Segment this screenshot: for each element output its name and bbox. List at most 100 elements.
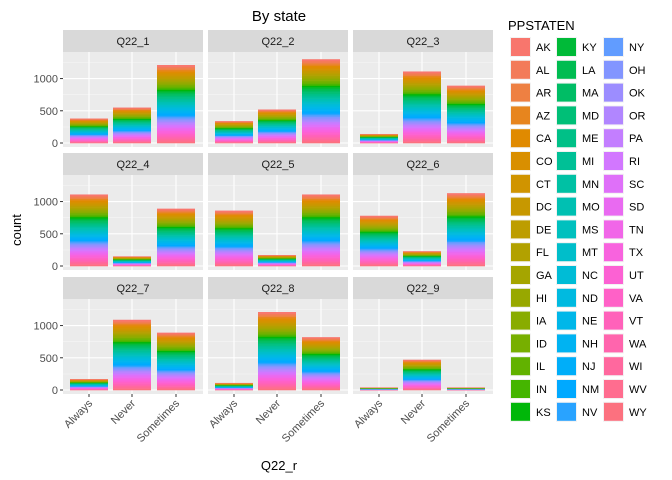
bar-segment	[157, 89, 195, 92]
bar-segment	[403, 367, 441, 369]
bar-segment	[302, 59, 340, 62]
bar-segment	[403, 93, 441, 96]
legend-entry: NY	[603, 37, 645, 57]
legend-label: MD	[582, 110, 599, 122]
bar-segment	[447, 264, 485, 267]
bar-segment	[302, 97, 340, 99]
bar-segment	[215, 238, 253, 241]
bar-segment	[215, 134, 253, 136]
bar-segment	[70, 239, 108, 242]
bar-segment	[70, 137, 108, 139]
bar-segment	[302, 345, 340, 347]
legend-entry: PA	[603, 128, 644, 149]
bar-segment	[157, 248, 195, 250]
bar-segment	[157, 372, 195, 374]
bar-segment	[447, 200, 485, 203]
legend-label: OH	[629, 65, 646, 77]
legend-entry: HI	[510, 287, 547, 308]
legend-entry: UT	[603, 265, 644, 285]
bar-segment	[70, 133, 108, 135]
bar-segment	[70, 140, 108, 142]
bar-segment	[113, 321, 151, 323]
bar-segment	[403, 386, 441, 388]
legend-swatch	[557, 380, 576, 398]
bar-segment	[70, 379, 108, 380]
bar-segment	[157, 74, 195, 77]
legend-swatch	[604, 197, 623, 216]
bar-segment	[215, 127, 253, 129]
legend-swatch	[511, 152, 530, 170]
bar-segment	[70, 118, 108, 120]
legend-entry: IL	[510, 356, 545, 377]
bar-segment	[113, 117, 151, 119]
bar-segment	[447, 134, 485, 136]
legend-label: IN	[536, 384, 547, 396]
bar-segment	[302, 372, 340, 374]
bar-segment	[70, 121, 108, 123]
bar-segment	[157, 218, 195, 221]
bar-segment	[70, 132, 108, 134]
y-tick-label: 500	[40, 229, 58, 241]
bar-segment	[403, 384, 441, 386]
bar-segment	[447, 123, 485, 126]
legend-entry: GA	[510, 265, 553, 285]
bar-segment	[360, 265, 398, 267]
bar-segment	[70, 128, 108, 129]
bar-segment	[403, 79, 441, 82]
bar-segment	[113, 341, 151, 344]
bar-segment	[70, 142, 108, 143]
y-tick-label: 0	[52, 138, 58, 150]
legend-entry: MA	[556, 82, 599, 103]
bar-segment	[302, 138, 340, 141]
bar-segment	[258, 113, 296, 115]
bar-segment	[215, 214, 253, 217]
bar-segment	[258, 118, 296, 119]
bar-segment	[157, 71, 195, 73]
bar-segment	[360, 263, 398, 265]
bar-segment	[447, 131, 485, 134]
bar-segment	[447, 103, 485, 106]
bar-segment	[360, 239, 398, 241]
bar-segment	[302, 123, 340, 126]
legend-label: GA	[536, 270, 553, 282]
bar-segment	[113, 138, 151, 140]
bar-segment	[113, 122, 151, 124]
legend-entry: NE	[556, 310, 597, 331]
bar-segment	[302, 338, 340, 340]
bar-segment	[302, 347, 340, 349]
bar-segment	[157, 264, 195, 267]
bar-segment	[302, 209, 340, 212]
bar-segment	[403, 360, 441, 362]
bar-segment	[360, 218, 398, 220]
y-tick-label: 0	[52, 261, 58, 273]
bar-segment	[157, 347, 195, 349]
bar-segment	[302, 83, 340, 86]
bar-segment	[447, 140, 485, 143]
bar-segment	[403, 376, 441, 378]
bar-segment	[447, 108, 485, 110]
bar-segment	[360, 262, 398, 264]
bar-segment	[113, 131, 151, 133]
bar-segment	[258, 114, 296, 116]
bar-segment	[403, 371, 441, 373]
bar-segment	[215, 246, 253, 248]
bar-segment	[215, 251, 253, 254]
bar-segment	[302, 197, 340, 199]
bar-segment	[302, 343, 340, 345]
bar-segment	[70, 138, 108, 140]
bar-segment	[215, 140, 253, 142]
bar-segment	[157, 338, 195, 340]
bar-segment	[215, 128, 253, 130]
bar-segment	[360, 229, 398, 231]
bar-segment	[70, 123, 108, 125]
bar-segment	[302, 340, 340, 342]
bar-segment	[113, 352, 151, 355]
bar-segment	[113, 329, 151, 332]
legend-entry: WI	[603, 356, 642, 377]
bar-segment	[403, 138, 441, 141]
legend-swatch	[511, 174, 530, 193]
bar-segment	[447, 234, 485, 237]
bar-segment	[258, 328, 296, 331]
bar-segment	[258, 138, 296, 140]
